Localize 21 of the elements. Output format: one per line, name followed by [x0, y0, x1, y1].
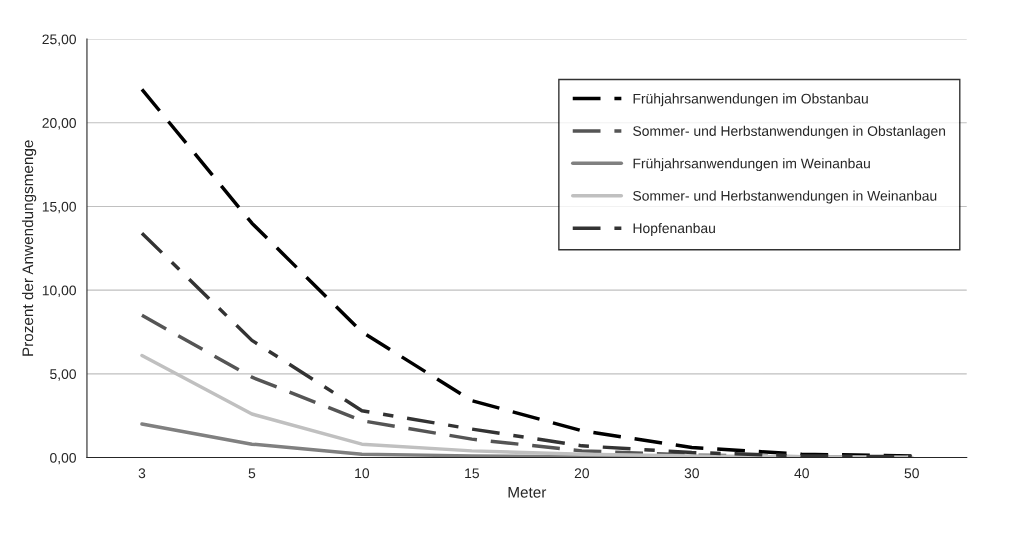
x-tick-label: 20 [574, 468, 590, 479]
x-tick-label: 30 [684, 468, 699, 479]
legend-label: Sommer- und Herbstanwendungen in Weinanbau [633, 190, 937, 204]
y-tick-label: 0,00 [50, 452, 76, 465]
legend-label: Hopfenanbau [633, 222, 715, 236]
x-axis-title: Meter [508, 487, 547, 498]
legend-label: Sommer- und Herbstanwendungen in Obstanlagen [633, 125, 946, 139]
y-tick-label: 15,00 [42, 201, 76, 214]
x-tick-label: 15 [465, 468, 479, 479]
legend-label: Frühjahrsanwendungen im Weinanbau [633, 158, 870, 172]
x-tick-label: 3 [138, 468, 146, 479]
x-tick-label: 5 [248, 468, 256, 479]
x-tick-label: 40 [794, 468, 809, 479]
x-tick-label: 10 [355, 468, 370, 479]
y-tick-label: 10,00 [42, 285, 76, 297]
legend-label: Frühjahrsanwendungen im Obstanbau [633, 93, 868, 107]
y-tick-label: 5,00 [50, 369, 76, 381]
y-tick-label: 20,00 [42, 118, 76, 130]
y-axis-title: Prozent der Anwendungsmenge [21, 140, 37, 356]
x-tick-label: 50 [904, 468, 919, 479]
y-tick-label: 25,00 [42, 34, 76, 46]
